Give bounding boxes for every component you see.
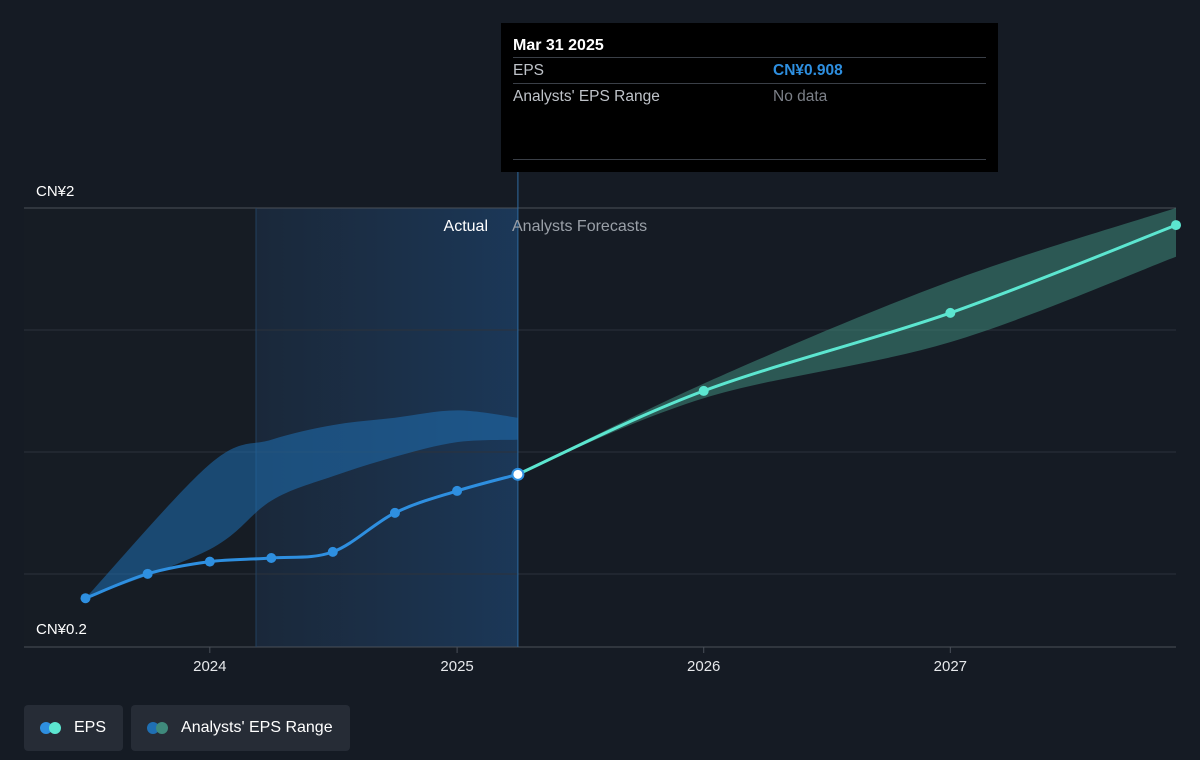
tooltip-eps-label: EPS (513, 62, 545, 79)
tooltip-row-eps: EPS CN¥0.908 (513, 57, 986, 83)
legend-label-eps: EPS (74, 719, 107, 736)
eps-legend-dot-forecast (49, 722, 61, 734)
legend-label-analyst-range: Analysts' EPS Range (181, 719, 333, 736)
x-axis-ticks: 2024 2025 2026 2027 (193, 647, 967, 675)
legend-item-analyst-range[interactable]: Analysts' EPS Range (131, 705, 350, 751)
eps-point-actual (80, 593, 91, 604)
x-tick-label: 2025 (440, 658, 473, 675)
x-tick-label: 2027 (934, 658, 967, 675)
tooltip-range-value: No data (773, 88, 828, 105)
actual-region-label: Actual (444, 218, 488, 235)
tooltip-eps-value: CN¥0.908 (773, 62, 843, 79)
eps-chart: CN¥2 CN¥0.2 Actual Analysts Forecasts 20… (24, 172, 1181, 675)
eps-point-forecast (1171, 220, 1181, 231)
past-shade (24, 208, 256, 647)
tooltip-date: Mar 31 2025 (513, 37, 604, 54)
x-tick-label: 2026 (687, 658, 720, 675)
eps-point-actual (389, 507, 400, 518)
y-axis-top-label: CN¥2 (36, 183, 74, 200)
range-legend-dot-forecast (156, 722, 169, 734)
analyst-range-band-past (85, 410, 518, 599)
eps-legend-icon (40, 722, 64, 734)
y-axis-bottom-label: CN¥0.2 (36, 621, 87, 638)
analyst-range-band-forecast (517, 208, 1176, 475)
eps-points (80, 220, 1181, 604)
x-tick-label: 2024 (193, 658, 226, 675)
eps-point-actual (266, 552, 277, 563)
tooltip: Mar 31 2025 EPS CN¥0.908 Analysts' EPS R… (501, 23, 998, 172)
range-legend-icon (147, 722, 171, 734)
eps-point-forecast (698, 385, 709, 396)
eps-point-forecast (945, 307, 956, 318)
analyst-range-bands (85, 208, 1176, 599)
eps-point-actual (204, 556, 215, 567)
tooltip-range-label: Analysts' EPS Range (513, 88, 660, 105)
forecast-region-label: Analysts Forecasts (512, 218, 647, 235)
tooltip-row-range: Analysts' EPS Range No data (513, 83, 986, 109)
legend: EPS Analysts' EPS Range (24, 705, 350, 751)
eps-line-forecast (516, 223, 1178, 476)
eps-point-selected (511, 467, 525, 481)
eps-point-actual (327, 546, 338, 557)
gridlines (24, 172, 1176, 648)
eps-point-actual (142, 568, 153, 579)
tooltip-divider (513, 159, 986, 160)
legend-item-eps[interactable]: EPS (24, 705, 124, 751)
eps-point-actual (452, 485, 463, 496)
